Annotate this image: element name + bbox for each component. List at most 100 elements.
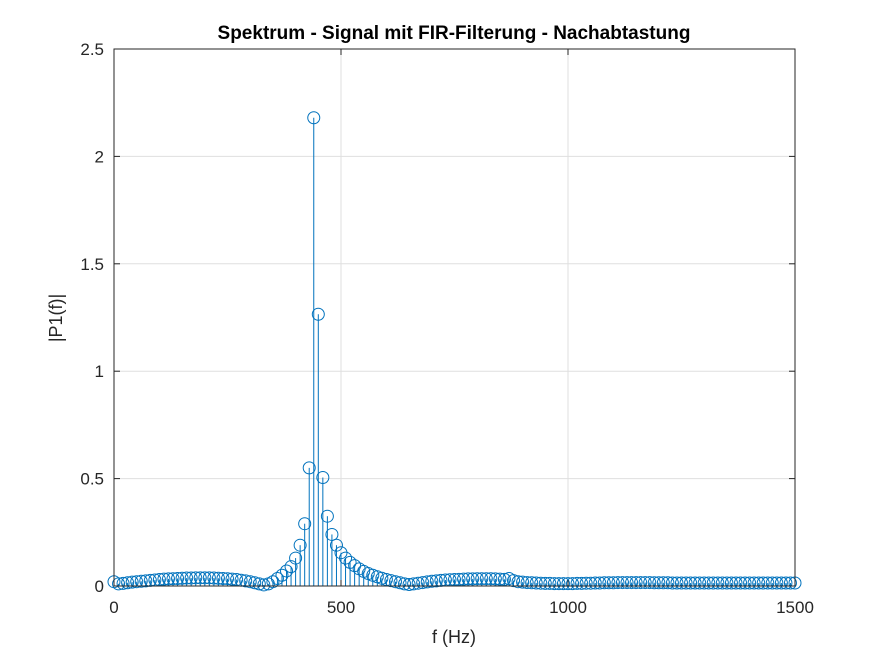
stem-marker (425, 574, 439, 588)
stem-marker (625, 576, 639, 590)
stem-marker (470, 572, 484, 586)
stem-marker (411, 576, 425, 590)
stem-marker (566, 577, 580, 591)
stem-marker (257, 578, 271, 592)
stem-marker (157, 572, 171, 586)
stem-marker (307, 111, 321, 125)
stem-marker (538, 576, 552, 590)
x-tick-label: 500 (327, 598, 355, 617)
stem-marker (202, 571, 216, 585)
stem-marker (320, 509, 334, 523)
y-tick-label: 0.5 (80, 470, 104, 489)
stem-marker (316, 471, 330, 485)
stem-marker (289, 551, 303, 565)
stem-marker (484, 572, 498, 586)
stem-marker (225, 572, 239, 586)
stem-marker (552, 577, 566, 591)
x-tick-label: 0 (109, 598, 118, 617)
x-tick-label: 1500 (776, 598, 814, 617)
stem-marker (293, 538, 307, 552)
stem-marker (516, 575, 530, 589)
stem-marker (497, 572, 511, 586)
stem-marker (248, 576, 262, 590)
stem-marker (193, 571, 207, 585)
stem-marker (752, 576, 766, 590)
stem-marker (302, 461, 316, 475)
stem-marker (534, 576, 548, 590)
stem-marker (130, 575, 144, 589)
stem-marker (452, 572, 466, 586)
stem-marker (706, 576, 720, 590)
stem-marker (720, 576, 734, 590)
stem-marker (239, 574, 253, 588)
stem-marker (198, 571, 212, 585)
stem-marker (702, 576, 716, 590)
stem-marker (584, 576, 598, 590)
stem-marker (388, 575, 402, 589)
stem-marker (280, 564, 294, 578)
stem-marker (112, 577, 126, 591)
stem-marker (593, 576, 607, 590)
stem-marker (756, 576, 770, 590)
y-tick-label: 2.5 (80, 40, 104, 59)
stem-marker (738, 576, 752, 590)
stem-marker (670, 576, 684, 590)
axes-box (113, 48, 796, 587)
stem-marker (525, 576, 539, 590)
stem-marker (393, 576, 407, 590)
stem-marker (561, 577, 575, 591)
stem-marker (570, 576, 584, 590)
stem-marker (343, 555, 357, 569)
stem-marker (638, 576, 652, 590)
ticks: 0 500 1000 1500 0 0.5 1 1.5 2 2.5 (80, 40, 814, 617)
stem-marker (402, 577, 416, 591)
stem-marker (139, 574, 153, 588)
chart-title: Spektrum - Signal mit FIR-Filterung - Na… (218, 23, 691, 44)
stem-marker (407, 577, 421, 591)
stem-marker (643, 576, 657, 590)
markers (107, 111, 802, 592)
stem-marker (275, 568, 289, 582)
stem-marker (189, 571, 203, 585)
y-tick-label: 1 (95, 362, 104, 381)
stem-marker (774, 576, 788, 590)
stem-marker (420, 575, 434, 589)
plot-area (114, 49, 795, 586)
stem-marker (724, 576, 738, 590)
stem-marker (734, 576, 748, 590)
stem-marker (688, 576, 702, 590)
stem-marker (665, 576, 679, 590)
stem-marker (765, 576, 779, 590)
stem-marker (520, 576, 534, 590)
stem-marker (461, 572, 475, 586)
stem-marker (652, 576, 666, 590)
grid (114, 49, 795, 586)
stem-marker (207, 571, 221, 585)
stem-marker (298, 517, 312, 531)
stem-marker (348, 559, 362, 573)
stem-marker (134, 574, 148, 588)
stem-marker (325, 527, 339, 541)
stem-marker (375, 571, 389, 585)
stem-marker (693, 576, 707, 590)
y-tick-label: 0 (95, 577, 104, 596)
stem-marker (761, 576, 775, 590)
stem-marker (339, 551, 353, 565)
stem-marker (629, 576, 643, 590)
stem-marker (615, 576, 629, 590)
stem-marker (211, 571, 225, 585)
stem-marker (529, 576, 543, 590)
stem-marker (329, 538, 343, 552)
stem-marker (656, 576, 670, 590)
stem-marker (479, 572, 493, 586)
stem-marker (475, 572, 489, 586)
stem-marker (171, 571, 185, 585)
stem-marker (575, 576, 589, 590)
stem-marker (634, 576, 648, 590)
stem-marker (729, 576, 743, 590)
stem-marker (121, 576, 135, 590)
stem-marker (684, 576, 698, 590)
stem-marker (783, 576, 797, 590)
stem-marker (606, 576, 620, 590)
